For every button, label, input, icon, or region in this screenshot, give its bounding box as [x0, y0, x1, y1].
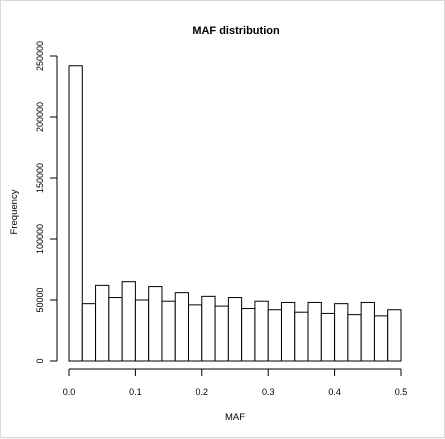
y-axis-label: Frequency [9, 189, 20, 234]
histogram-bar [254, 300, 269, 362]
histogram-bar [108, 297, 123, 362]
histogram-bar [280, 301, 296, 362]
histogram-bar [81, 303, 97, 362]
histogram-bar [347, 314, 362, 362]
histogram-bar [148, 286, 163, 362]
y-tick-label: 200000 [35, 102, 45, 132]
y-tick-label: 50000 [35, 287, 45, 312]
histogram-bar [387, 309, 402, 362]
histogram-bar [134, 299, 150, 362]
histogram-bar [227, 297, 243, 362]
histogram-bar [174, 292, 190, 362]
x-axis-label: MAF [225, 412, 245, 423]
x-axis: 0.0 0.1 0.2 0.3 0.4 0.5 [63, 368, 408, 397]
x-tick-label: 0.0 [63, 387, 76, 397]
histogram-bar [334, 303, 349, 362]
histogram-bar [241, 308, 256, 362]
bars-group [68, 65, 402, 362]
x-tick-label: 0.1 [129, 387, 142, 397]
chart-title: MAF distribution [192, 25, 280, 37]
histogram-bar [201, 295, 216, 362]
histogram-bar [95, 284, 110, 362]
y-tick-label: 250000 [35, 41, 45, 71]
histogram-bar [360, 301, 375, 362]
histogram-bar [267, 309, 282, 362]
histogram-bar [320, 312, 336, 362]
y-tick-label: 150000 [35, 163, 45, 193]
histogram-bar [121, 281, 136, 362]
histogram-bar [214, 305, 229, 362]
x-tick-label: 0.3 [262, 387, 275, 397]
histogram-bar [307, 301, 322, 362]
y-axis: 0 50000 100000 150000 200000 250000 [35, 41, 58, 364]
y-tick-label: 0 [35, 358, 45, 363]
histogram-bar [373, 315, 389, 362]
x-tick-label: 0.2 [196, 387, 209, 397]
histogram-bar [161, 300, 176, 362]
histogram-bar [294, 311, 309, 362]
x-tick-label: 0.4 [328, 387, 341, 397]
histogram-bar [188, 304, 203, 362]
y-tick-label: 100000 [35, 224, 45, 254]
histogram-bar [68, 65, 83, 362]
x-tick-label: 0.5 [395, 387, 408, 397]
